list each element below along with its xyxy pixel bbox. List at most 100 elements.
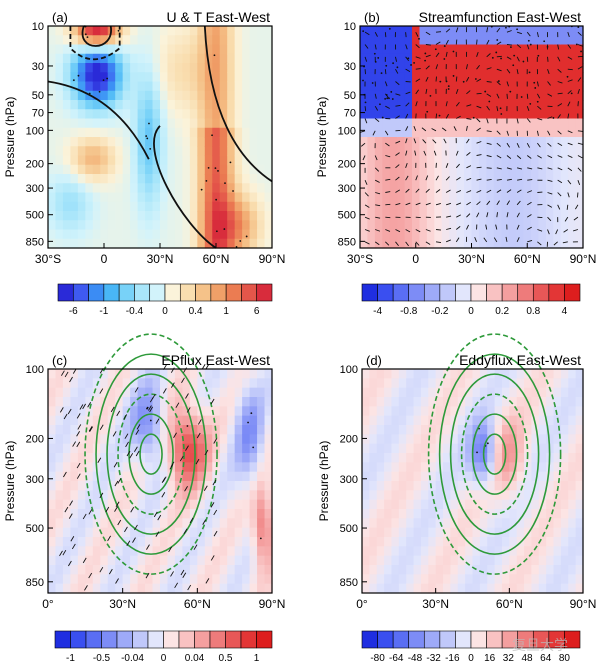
heatmap-cell [249, 118, 258, 129]
significance-dot [447, 85, 450, 88]
heatmap-cell [242, 415, 251, 426]
heatmap-cell [212, 26, 221, 36]
heatmap-cell [575, 127, 584, 138]
heatmap-cell [449, 211, 458, 221]
x-tick-label: 90°N [259, 597, 286, 611]
heatmap-cell [456, 155, 465, 166]
heatmap-cell [249, 471, 258, 482]
heatmap-cell [137, 90, 146, 101]
heatmap-cell [219, 81, 228, 92]
heatmap-cell [137, 555, 146, 566]
heatmap-cell [167, 387, 176, 398]
heatmap-cell [160, 44, 169, 55]
heatmap-cell [376, 518, 385, 529]
heatmap-cell [382, 137, 391, 147]
wind-arrow [374, 93, 377, 99]
heatmap-cell [389, 90, 398, 101]
heatmap-cell [167, 100, 176, 110]
heatmap-cell [55, 220, 64, 231]
heatmap-cell [472, 378, 481, 389]
wind-arrow [425, 88, 428, 94]
heatmap-cell [242, 453, 251, 463]
significance-dot [371, 82, 374, 84]
heatmap-cell [516, 127, 525, 138]
heatmap-cell [152, 90, 161, 101]
heatmap-cell [406, 462, 415, 473]
heatmap-cell [516, 443, 525, 454]
heatmap-cell [234, 453, 243, 463]
heatmap-cell [568, 499, 577, 510]
wind-arrow [446, 202, 452, 206]
heatmap-cell [160, 453, 169, 463]
heatmap-cell [397, 155, 406, 166]
heatmap-cell [376, 499, 385, 510]
heatmap-cell [419, 35, 428, 46]
colorbar-swatch [70, 630, 87, 649]
heatmap-cell [456, 211, 465, 221]
heatmap-cell [568, 44, 577, 55]
heatmap-cell [227, 369, 236, 379]
heatmap-cell [369, 453, 378, 463]
heatmap-cell [494, 565, 503, 575]
heatmap-cell [412, 127, 421, 138]
colorbar-swatch [210, 283, 227, 302]
heatmap-cell [242, 443, 251, 454]
panel-c: (c) EPflux East-West100200300500850Pressu… [3, 333, 286, 664]
heatmap-cell [530, 201, 539, 212]
heatmap-cell [362, 518, 370, 529]
heatmap-cell [457, 378, 466, 389]
heatmap-cell [70, 453, 79, 463]
heatmap-cell [107, 583, 116, 594]
heatmap-cell [242, 90, 251, 101]
heatmap-cell [443, 574, 451, 585]
heatmap-cell [538, 35, 547, 46]
heatmap-cell [55, 238, 64, 249]
heatmap-cell [264, 583, 273, 594]
heatmap-cell [456, 146, 465, 157]
heatmap-cell [107, 425, 116, 435]
heatmap-cell [92, 238, 101, 249]
heatmap-cell [501, 81, 510, 92]
heatmap-cell [182, 183, 191, 194]
heatmap-cell [264, 90, 273, 101]
heatmap-cell [62, 211, 71, 221]
heatmap-cell [419, 72, 428, 83]
heatmap-cell [257, 527, 266, 538]
heatmap-cell [77, 406, 86, 417]
heatmap-cell [538, 387, 547, 398]
heatmap-cell [391, 443, 400, 454]
heatmap-cell [575, 387, 584, 398]
significance-dot [484, 90, 487, 93]
heatmap-cell [465, 574, 474, 585]
wind-arrow [547, 130, 551, 136]
heatmap-cell [145, 72, 154, 83]
heatmap-cell [249, 183, 258, 194]
heatmap-cell [152, 81, 161, 92]
heatmap-cell [122, 471, 131, 482]
heatmap-cell [406, 434, 415, 445]
heatmap-cell [204, 155, 213, 166]
heatmap-cell [478, 183, 487, 194]
heatmap-cell [382, 174, 391, 184]
heatmap-cell [362, 462, 370, 473]
heatmap-cell [167, 90, 176, 101]
significance-dot [391, 98, 394, 100]
heatmap-cell [77, 537, 86, 547]
colorbar-swatch [392, 630, 410, 649]
flux-arrow [68, 513, 73, 519]
heatmap-cell [130, 137, 139, 147]
heatmap-cell [137, 546, 146, 557]
x-tick-label: 60°N [203, 252, 230, 266]
colorbar-label: -0.5 [93, 653, 111, 664]
heatmap-cell [182, 518, 191, 529]
heatmap-cell [516, 81, 525, 92]
heatmap-cell [443, 434, 451, 445]
heatmap-cell [130, 537, 139, 547]
heatmap-cell [560, 378, 569, 389]
heatmap-cell [391, 583, 400, 594]
flux-arrow [170, 571, 174, 577]
heatmap-cell [360, 53, 369, 64]
colorbar-swatch [501, 283, 519, 302]
significance-dot [106, 77, 109, 80]
heatmap-cell [509, 434, 518, 445]
